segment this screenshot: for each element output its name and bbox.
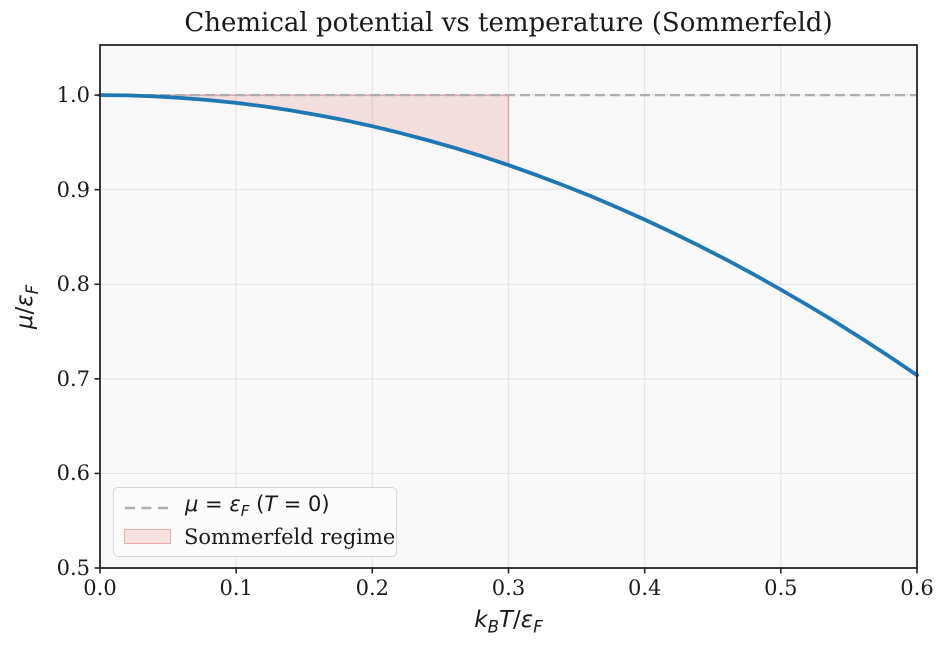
chemical-potential-curve xyxy=(98,93,919,378)
y-tick-label: 0.7 xyxy=(56,366,90,391)
label-segment: μ xyxy=(185,491,199,516)
region-swatch-icon xyxy=(124,529,171,544)
label-segment: k xyxy=(474,607,488,633)
x-tick-label: 0.1 xyxy=(219,576,253,600)
legend-item-fermi-level: μ = εF (T = 0) xyxy=(124,491,386,524)
x-tick-label: 0.0 xyxy=(83,576,117,600)
x-tick-label: 0.3 xyxy=(491,576,526,600)
y-tick-label: 0.5 xyxy=(56,556,90,580)
label-segment: F xyxy=(533,617,543,637)
label-segment: F xyxy=(22,284,42,295)
label-segment: / xyxy=(513,607,521,633)
dashed-line-swatch-icon xyxy=(125,506,171,509)
x-axis-label: kBT/εF xyxy=(100,606,917,642)
label-segment: ( xyxy=(249,491,265,516)
legend-label-sommerfeld-regime: Sommerfeld regime xyxy=(184,524,395,550)
y-tick-label: 1.0 xyxy=(56,83,90,108)
x-tick-label: 0.5 xyxy=(764,576,798,600)
x-tick-label: 0.2 xyxy=(355,576,390,600)
y-tick-label: 0.9 xyxy=(56,177,90,202)
label-segment: / xyxy=(12,306,39,315)
label-segment: T xyxy=(498,607,514,633)
y-tick-label: 0.6 xyxy=(56,461,90,486)
label-segment: μ xyxy=(12,314,39,330)
y-tick-label: 0.8 xyxy=(56,272,90,297)
label-segment: F xyxy=(240,502,250,521)
label-segment: T xyxy=(264,491,278,516)
label-segment: Sommerfeld regime xyxy=(184,524,396,549)
x-tick-label: 0.4 xyxy=(627,576,662,600)
label-segment: ε xyxy=(12,294,39,307)
label-segment: = 0) xyxy=(277,491,330,516)
legend-label-fermi-level: μ = εF (T = 0) xyxy=(185,491,330,524)
label-segment: = xyxy=(198,491,230,516)
x-tick-label: 0.6 xyxy=(900,576,934,600)
label-segment: ε xyxy=(229,491,241,516)
legend: μ = εF (T = 0) Sommerfeld regime xyxy=(113,487,397,557)
chart-title: Chemical potential vs temperature (Somme… xyxy=(184,8,833,38)
label-segment: ε xyxy=(520,607,534,633)
label-segment: B xyxy=(487,617,499,637)
y-axis-label: μ/εF xyxy=(11,285,47,329)
legend-item-sommerfeld-regime: Sommerfeld regime xyxy=(124,523,395,551)
